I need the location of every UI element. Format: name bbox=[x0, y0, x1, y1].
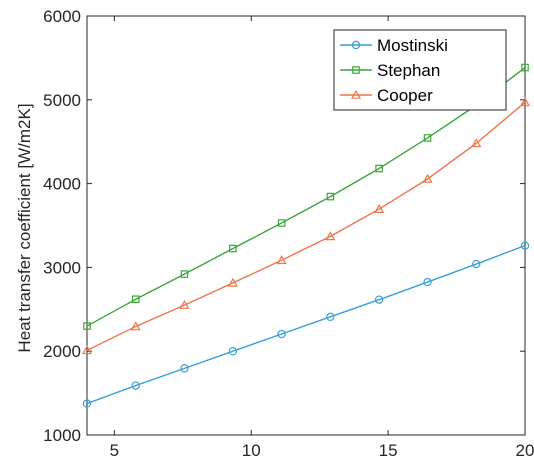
y-tick-label: 2000 bbox=[43, 342, 81, 361]
series-mostinski bbox=[82, 241, 530, 408]
data-point-cooper bbox=[519, 97, 531, 107]
data-point-cooper bbox=[374, 203, 385, 213]
data-point-cooper bbox=[422, 173, 433, 183]
legend-label: Stephan bbox=[377, 61, 440, 80]
series-layer bbox=[81, 63, 531, 408]
data-point-mostinski bbox=[423, 277, 432, 287]
data-point-mostinski bbox=[180, 364, 189, 373]
axes: 5 10 15 20 1000 2000 3000 4000 5000 6000 bbox=[43, 7, 534, 460]
y-axis-label: Heat transfer coefficient [W/m2K] bbox=[15, 103, 34, 352]
data-point-cooper bbox=[179, 299, 190, 309]
legend: Mostinski Stephan Cooper bbox=[333, 29, 507, 111]
x-tick-label: 15 bbox=[379, 441, 398, 460]
series-line-cooper bbox=[86, 101, 526, 351]
data-point-cooper bbox=[471, 138, 482, 148]
data-point-mostinski bbox=[472, 259, 481, 269]
data-point-mostinski bbox=[374, 295, 384, 304]
y-tick-label: 1000 bbox=[43, 426, 81, 445]
data-point-stephan bbox=[521, 63, 529, 72]
y-tick-label: 5000 bbox=[43, 91, 81, 110]
legend-entry-stephan: Stephan bbox=[340, 61, 440, 80]
data-point-cooper bbox=[227, 277, 238, 287]
y-tick-label: 3000 bbox=[43, 258, 81, 277]
legend-label: Mostinski bbox=[377, 36, 448, 55]
plot-frame bbox=[86, 15, 526, 436]
data-point-stephan bbox=[375, 164, 383, 173]
legend-marker bbox=[352, 66, 360, 74]
series-line-mostinski bbox=[86, 244, 526, 405]
x-tick-label: 5 bbox=[110, 441, 119, 460]
legend-marker bbox=[351, 40, 361, 50]
data-point-mostinski bbox=[277, 329, 286, 339]
data-point-cooper bbox=[130, 321, 141, 331]
y-tick-label: 4000 bbox=[43, 175, 81, 194]
data-point-cooper bbox=[325, 231, 336, 241]
legend-entry-cooper: Cooper bbox=[340, 86, 433, 105]
series-stephan bbox=[83, 63, 529, 330]
data-point-mostinski bbox=[326, 312, 335, 322]
data-point-stephan bbox=[229, 244, 237, 253]
series-cooper bbox=[81, 97, 531, 355]
data-point-mostinski bbox=[228, 347, 238, 356]
data-point-stephan bbox=[423, 134, 432, 142]
legend-label: Cooper bbox=[377, 86, 433, 105]
series-line-stephan bbox=[86, 66, 526, 327]
data-point-stephan bbox=[277, 219, 286, 227]
data-point-stephan bbox=[180, 270, 189, 278]
data-point-stephan bbox=[131, 295, 140, 304]
data-point-mostinski bbox=[82, 399, 92, 408]
y-tick-label: 6000 bbox=[43, 7, 81, 26]
x-tick-label: 10 bbox=[242, 441, 261, 460]
data-point-cooper bbox=[81, 345, 93, 355]
legend-entry-mostinski: Mostinski bbox=[340, 36, 448, 55]
data-point-stephan bbox=[83, 322, 91, 330]
data-point-mostinski bbox=[520, 241, 530, 250]
legend-marker bbox=[350, 89, 362, 99]
data-point-cooper bbox=[276, 255, 287, 265]
data-point-mostinski bbox=[131, 381, 140, 390]
data-point-stephan bbox=[326, 192, 335, 201]
x-tick-label: 20 bbox=[516, 441, 534, 460]
